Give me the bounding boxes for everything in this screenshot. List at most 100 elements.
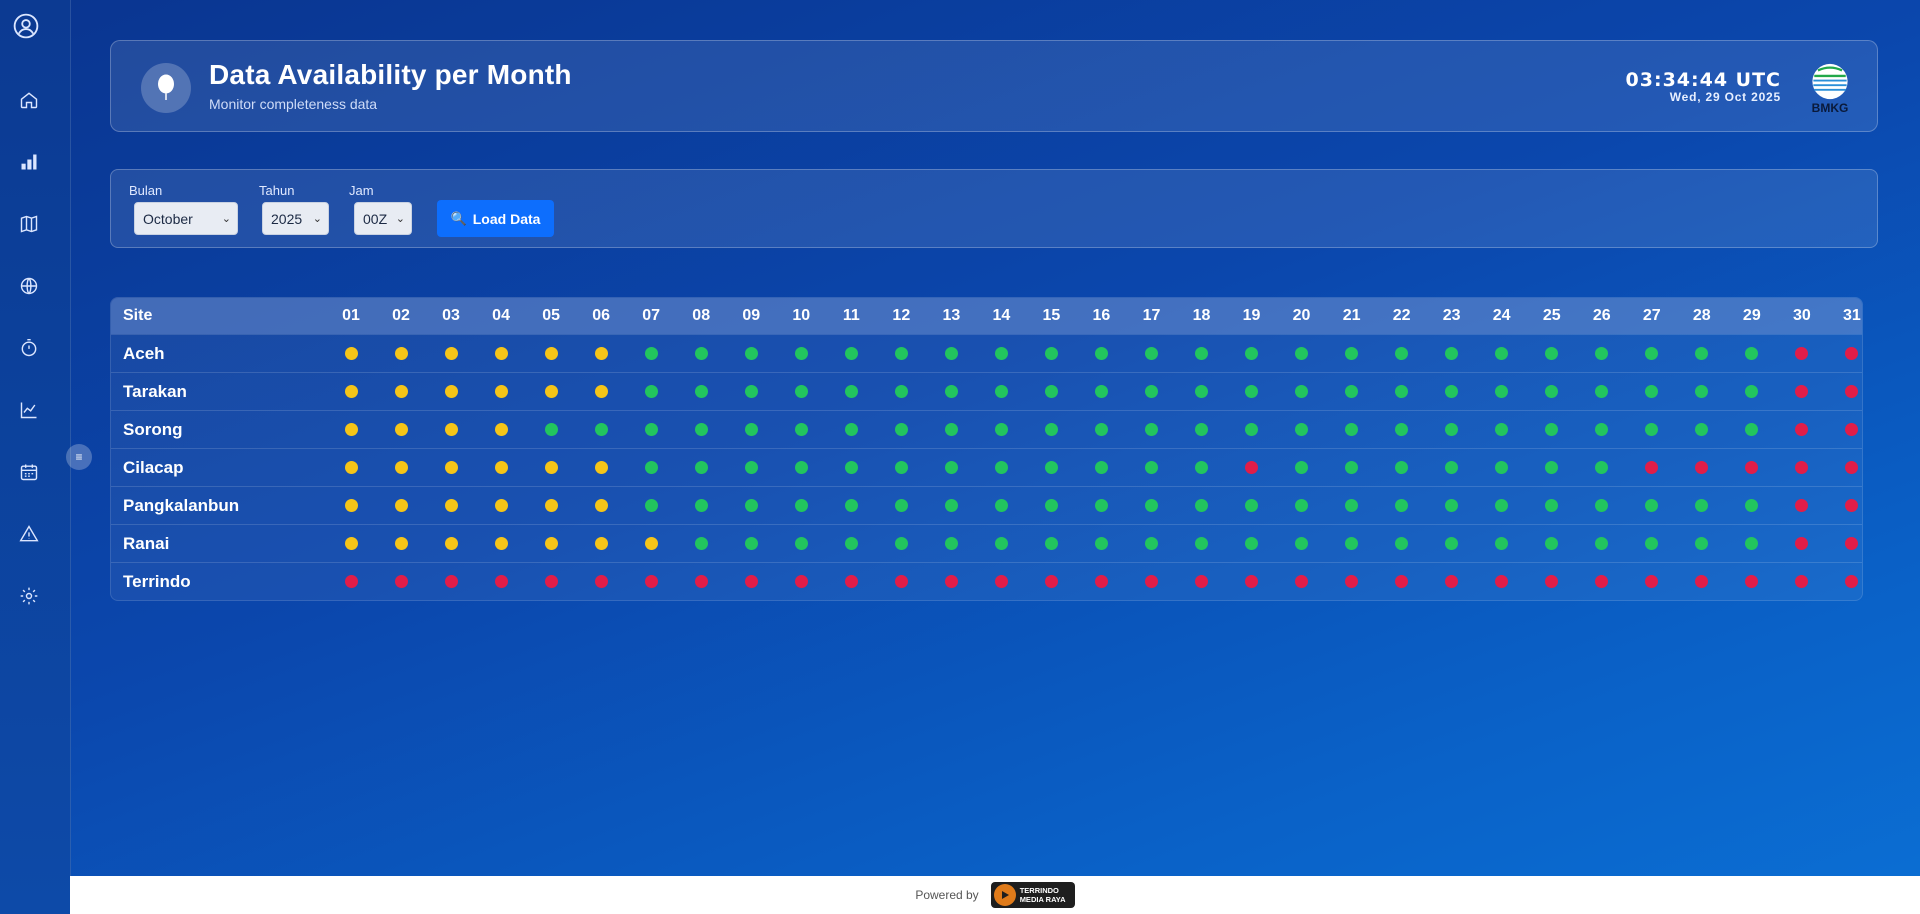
availability-dot[interactable]	[894, 347, 908, 360]
availability-dot[interactable]	[1645, 461, 1659, 474]
availability-dot[interactable]	[1245, 461, 1259, 474]
availability-dot[interactable]	[1044, 347, 1058, 360]
availability-dot[interactable]	[1695, 423, 1709, 436]
availability-dot[interactable]	[1195, 423, 1208, 436]
availability-dot[interactable]	[644, 385, 658, 398]
availability-dot[interactable]	[794, 347, 808, 360]
availability-dot[interactable]	[1295, 347, 1309, 360]
availability-dot[interactable]	[894, 423, 908, 436]
availability-dot[interactable]	[644, 537, 658, 550]
availability-dot[interactable]	[994, 461, 1008, 474]
availability-dot[interactable]	[344, 499, 358, 512]
availability-dot[interactable]	[494, 385, 508, 398]
availability-dot[interactable]	[1395, 385, 1409, 398]
availability-dot[interactable]	[644, 499, 658, 512]
bar-chart-icon[interactable]	[17, 150, 41, 174]
availability-dot[interactable]	[1245, 423, 1259, 436]
availability-dot[interactable]	[1345, 385, 1359, 398]
gear-icon[interactable]	[17, 584, 41, 608]
availability-dot[interactable]	[844, 347, 858, 360]
availability-dot[interactable]	[544, 423, 558, 436]
load-data-button[interactable]: 🔍 Load Data	[437, 200, 554, 237]
availability-dot[interactable]	[1595, 461, 1609, 474]
availability-dot[interactable]	[694, 575, 708, 588]
availability-dot[interactable]	[594, 385, 608, 398]
availability-dot[interactable]	[1395, 461, 1409, 474]
user-icon[interactable]	[13, 13, 39, 39]
availability-dot[interactable]	[394, 347, 408, 360]
availability-dot[interactable]	[544, 499, 558, 512]
availability-dot[interactable]	[1795, 347, 1809, 360]
availability-dot[interactable]	[1445, 347, 1459, 360]
availability-dot[interactable]	[1845, 575, 1859, 588]
availability-dot[interactable]	[1345, 347, 1359, 360]
availability-dot[interactable]	[1245, 499, 1259, 512]
sidebar-toggle-button[interactable]: ≡	[66, 444, 92, 470]
availability-dot[interactable]	[694, 385, 708, 398]
availability-dot[interactable]	[1845, 499, 1859, 512]
availability-dot[interactable]	[1445, 575, 1459, 588]
availability-dot[interactable]	[594, 537, 608, 550]
availability-dot[interactable]	[544, 461, 558, 474]
availability-dot[interactable]	[1595, 385, 1609, 398]
availability-dot[interactable]	[494, 575, 508, 588]
availability-dot[interactable]	[394, 499, 408, 512]
availability-dot[interactable]	[1144, 537, 1158, 550]
availability-dot[interactable]	[444, 499, 458, 512]
availability-dot[interactable]	[1395, 423, 1409, 436]
availability-dot[interactable]	[894, 499, 908, 512]
availability-dot[interactable]	[1094, 347, 1108, 360]
availability-dot[interactable]	[1044, 499, 1058, 512]
availability-dot[interactable]	[494, 537, 508, 550]
availability-dot[interactable]	[1495, 461, 1509, 474]
availability-dot[interactable]	[1545, 461, 1559, 474]
availability-dot[interactable]	[1645, 575, 1659, 588]
globe-icon[interactable]	[17, 274, 41, 298]
availability-dot[interactable]	[1144, 423, 1158, 436]
timer-icon[interactable]	[17, 336, 41, 360]
availability-dot[interactable]	[1445, 499, 1459, 512]
availability-dot[interactable]	[1195, 347, 1208, 360]
availability-dot[interactable]	[394, 385, 408, 398]
availability-dot[interactable]	[1745, 347, 1759, 360]
availability-dot[interactable]	[1795, 499, 1809, 512]
availability-dot[interactable]	[1545, 499, 1559, 512]
availability-dot[interactable]	[1295, 385, 1309, 398]
availability-dot[interactable]	[1245, 385, 1259, 398]
availability-dot[interactable]	[1445, 461, 1459, 474]
availability-dot[interactable]	[1044, 423, 1058, 436]
availability-dot[interactable]	[794, 385, 808, 398]
availability-dot[interactable]	[844, 499, 858, 512]
availability-dot[interactable]	[894, 385, 908, 398]
availability-dot[interactable]	[1044, 537, 1058, 550]
availability-dot[interactable]	[694, 347, 708, 360]
home-icon[interactable]	[17, 88, 41, 112]
availability-dot[interactable]	[694, 499, 708, 512]
availability-dot[interactable]	[1144, 575, 1158, 588]
line-chart-icon[interactable]	[17, 398, 41, 422]
availability-dot[interactable]	[944, 575, 958, 588]
availability-dot[interactable]	[344, 385, 358, 398]
availability-dot[interactable]	[1495, 347, 1509, 360]
availability-dot[interactable]	[494, 423, 508, 436]
availability-dot[interactable]	[1845, 461, 1859, 474]
availability-dot[interactable]	[1195, 461, 1208, 474]
availability-dot[interactable]	[894, 575, 908, 588]
availability-dot[interactable]	[1495, 537, 1509, 550]
availability-dot[interactable]	[1295, 499, 1309, 512]
availability-dot[interactable]	[1395, 347, 1409, 360]
availability-dot[interactable]	[1745, 499, 1759, 512]
availability-dot[interactable]	[744, 461, 758, 474]
availability-dot[interactable]	[1295, 575, 1309, 588]
availability-dot[interactable]	[594, 347, 608, 360]
availability-dot[interactable]	[444, 423, 458, 436]
availability-dot[interactable]	[944, 423, 958, 436]
availability-dot[interactable]	[1094, 575, 1108, 588]
availability-dot[interactable]	[1094, 385, 1108, 398]
availability-dot[interactable]	[644, 423, 658, 436]
availability-dot[interactable]	[694, 423, 708, 436]
availability-dot[interactable]	[994, 385, 1008, 398]
availability-dot[interactable]	[594, 423, 608, 436]
availability-dot[interactable]	[1745, 537, 1759, 550]
availability-dot[interactable]	[1345, 537, 1359, 550]
